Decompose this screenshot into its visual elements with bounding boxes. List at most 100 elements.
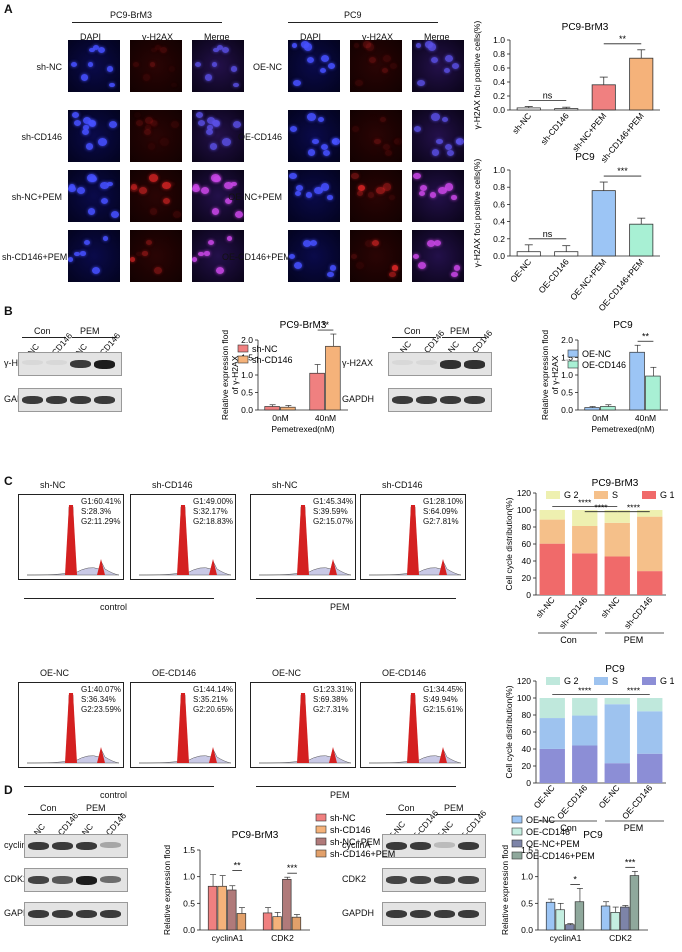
c-top-histogram-plot bbox=[258, 505, 352, 576]
nucleus bbox=[351, 253, 358, 259]
chart-b1-bar bbox=[309, 372, 325, 411]
c-top-stats: G1:28.10% S:64.09% G2:7.81% bbox=[423, 497, 463, 527]
c-bottom-histogram: G1:34.45% S:49.94% G2:15.61% bbox=[360, 682, 466, 768]
c-top-sample-label: sh-NC bbox=[272, 480, 298, 490]
brm3-channel-label: Merge bbox=[204, 32, 230, 42]
chart-c2-tick-label: 80 bbox=[522, 710, 532, 720]
d-right-band bbox=[410, 876, 431, 885]
chart-d1-tick-label: 0.0 bbox=[183, 925, 195, 935]
nucleus bbox=[357, 191, 364, 197]
chart-d1: PC9-BrM3 0.0 0.5 1.0 1.5 Relative expression … bbox=[162, 813, 395, 943]
chart-b2-bar bbox=[629, 351, 645, 411]
chart-d1-bar bbox=[207, 885, 218, 931]
nucleus bbox=[367, 192, 374, 198]
b-right-band bbox=[392, 396, 413, 405]
chart-d1-legend-label: sh-NC+PEM bbox=[330, 837, 380, 847]
nucleus bbox=[77, 187, 86, 194]
chart-a2-sig-label: ns bbox=[543, 229, 553, 239]
chart-a2-tick-label: 1.0 bbox=[493, 165, 505, 175]
chart-d1-legend-label: sh-CD146 bbox=[330, 825, 371, 835]
chart-c2-segment bbox=[539, 718, 565, 749]
chart-c1-tick-label: 120 bbox=[517, 488, 531, 498]
nucleus bbox=[293, 262, 302, 270]
nucleus bbox=[453, 265, 461, 271]
chart-d2-tick-label: 0.5 bbox=[521, 898, 533, 908]
c-top-histogram: G1:49.00% S:32.17% G2:18.83% bbox=[130, 494, 236, 580]
c-bottom-stat-line: G1:23.31% bbox=[313, 685, 354, 694]
brm3-row-label: sh-CD146+PEM bbox=[2, 252, 68, 262]
nucleus bbox=[451, 271, 458, 278]
c-bottom-stat-line: G2:23.59% bbox=[81, 705, 122, 714]
b-right-group-line bbox=[442, 337, 486, 338]
chart-c2-segment bbox=[572, 715, 598, 746]
chart-d2-bar bbox=[565, 924, 575, 931]
nucleus bbox=[303, 240, 312, 247]
chart-c1-legend-swatch bbox=[642, 491, 656, 499]
nucleus bbox=[389, 63, 397, 69]
b-right-group-con: Con bbox=[404, 326, 421, 336]
nucleus bbox=[92, 45, 99, 51]
nucleus bbox=[451, 195, 457, 200]
chart-d2: PC9 0.0 0.5 1.0 1.5 Relative expression flod c… bbox=[500, 815, 648, 943]
chart-c1-tick-label: 0 bbox=[526, 590, 531, 600]
c-bottom-stat-line: G2:15.61% bbox=[423, 705, 464, 714]
chart-d2-legend-label: OE-NC+PEM bbox=[526, 839, 580, 849]
chart-d2-bar bbox=[545, 901, 556, 931]
nucleus bbox=[329, 265, 337, 271]
chart-a2-tick-label: 0.4 bbox=[493, 217, 505, 227]
nucleus bbox=[192, 185, 200, 193]
b-right-band bbox=[392, 360, 413, 366]
nucleus bbox=[142, 74, 151, 81]
chart-b2-legend-label: OE-NC bbox=[582, 349, 612, 359]
chart-c2-tick-label: 100 bbox=[517, 693, 531, 703]
chart-c2-segment bbox=[572, 745, 598, 783]
b-left-band bbox=[94, 360, 115, 369]
b-right-band bbox=[464, 396, 485, 405]
d-left-group-pem: PEM bbox=[86, 803, 106, 813]
d-right-band bbox=[434, 876, 455, 885]
d-left-blot-strip bbox=[24, 868, 128, 892]
brm3-micrograph bbox=[68, 110, 120, 162]
panel-label-b: B bbox=[4, 304, 13, 318]
chart-c1-tick-label: 40 bbox=[522, 556, 532, 566]
g1-peak bbox=[407, 505, 419, 575]
chart-d1-bar bbox=[236, 913, 247, 931]
g1-peak bbox=[65, 505, 77, 575]
chart-b2-tick-label: 1.5 bbox=[561, 353, 573, 363]
brm3-micrograph bbox=[68, 230, 120, 282]
chart-b2-category-label: 40nM bbox=[635, 413, 656, 423]
nucleus bbox=[425, 41, 433, 48]
chart-d2-category-label: CDK2 bbox=[609, 933, 632, 943]
nucleus bbox=[305, 192, 312, 198]
chart-a2-category-label: OE-CD146 bbox=[536, 257, 571, 295]
nucleus bbox=[147, 143, 156, 150]
nucleus bbox=[369, 56, 377, 63]
nucleus bbox=[204, 251, 210, 256]
chart-b1-bar bbox=[264, 406, 280, 411]
nucleus bbox=[171, 82, 177, 88]
c-bottom-stat-line: G1:44.14% bbox=[193, 685, 234, 694]
nucleus bbox=[142, 251, 148, 256]
nucleus bbox=[82, 129, 90, 136]
c-bottom-stat-line: G2:7.31% bbox=[313, 705, 349, 714]
chart-c2-legend-label: S bbox=[612, 676, 618, 686]
chart-b2-tick-label: 0.0 bbox=[561, 405, 573, 415]
chart-a1-category-label: sh-NC+PEM bbox=[570, 111, 608, 154]
c-top-stat-line: S:32.17% bbox=[193, 507, 228, 516]
d-right-blot-strip bbox=[382, 834, 486, 858]
nucleus bbox=[289, 172, 298, 180]
brm3-channel-label: γ-H2AX bbox=[142, 32, 174, 42]
g2-peak bbox=[439, 747, 447, 763]
nucleus bbox=[389, 271, 396, 278]
d-left-band bbox=[100, 910, 121, 919]
chart-b2-bar bbox=[645, 375, 661, 411]
nucleus bbox=[88, 120, 97, 127]
nucleus bbox=[436, 138, 443, 145]
nucleus bbox=[320, 183, 330, 191]
chart-a2-tick-label: 0.8 bbox=[493, 182, 505, 192]
c-top-stat-line: G2:7.81% bbox=[423, 517, 459, 526]
nucleus bbox=[211, 62, 217, 67]
nucleus bbox=[295, 185, 303, 191]
chart-b2-category-label: 0nM bbox=[592, 413, 609, 423]
